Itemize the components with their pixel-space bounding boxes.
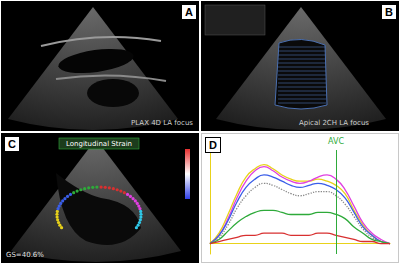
html-text:C: C [8, 138, 16, 150]
svg-text:GS=40.6%: GS=40.6% [6, 251, 44, 259]
html-text:PLAX 4D LA focus: PLAX 4D LA focus [131, 119, 193, 127]
svg-text:AVC: AVC [328, 137, 344, 146]
html-text:A: A [185, 6, 193, 18]
html-text:D: D [209, 139, 217, 151]
html-text:Apical 2CH LA focus: Apical 2CH LA focus [298, 119, 369, 127]
html-text:B: B [385, 6, 393, 18]
svg-text:Longitudinal Strain: Longitudinal Strain [66, 140, 132, 148]
